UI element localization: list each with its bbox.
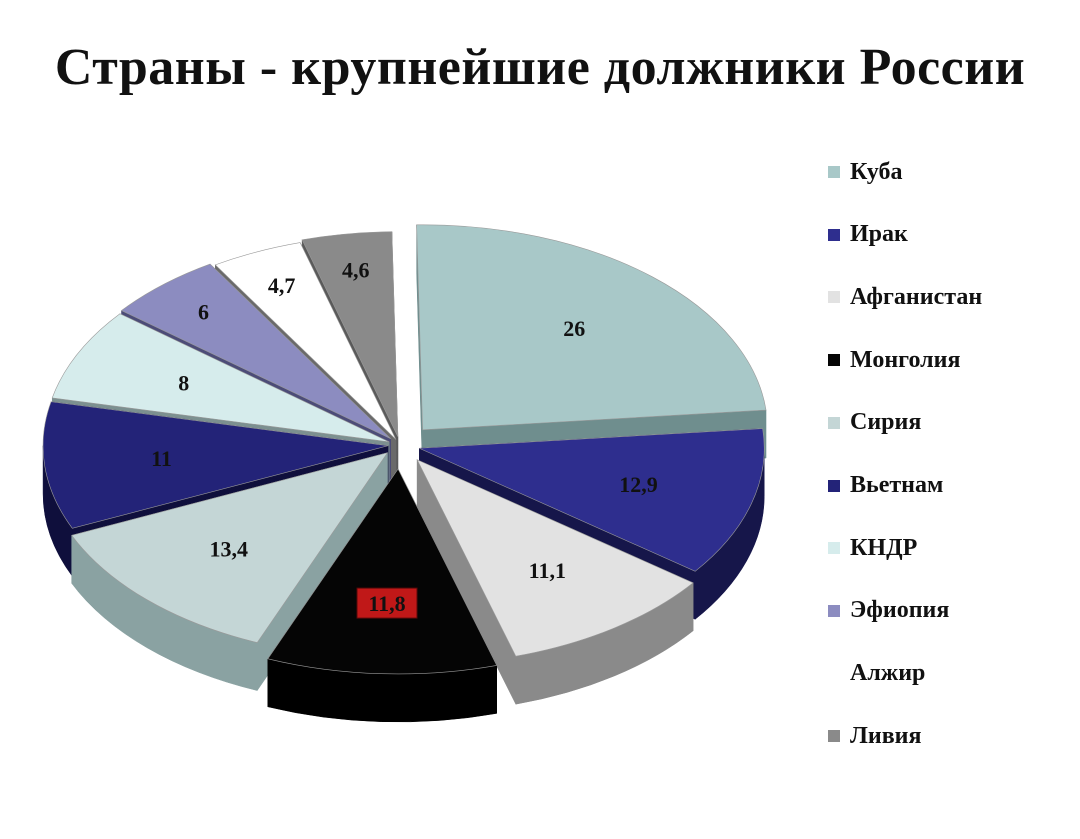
slice-top-face (214, 242, 397, 440)
slice-value-label: 4,6 (342, 257, 370, 282)
legend-label: КНДР (850, 534, 918, 561)
legend-swatch (828, 354, 840, 367)
legend-swatch (828, 479, 840, 492)
slice-value-label: 11,1 (529, 558, 566, 583)
pie-slice-4 (267, 468, 498, 723)
legend-label: Монголия (850, 346, 961, 373)
legend-swatch (828, 604, 840, 617)
legend-label: Алжир (850, 660, 926, 687)
slice-top-face (51, 313, 390, 443)
slice-value-label: 13,4 (209, 537, 248, 562)
legend-label: Сирия (850, 409, 922, 436)
legend-item: Эфиопия (828, 591, 949, 631)
slice-value-label: 6 (198, 300, 209, 325)
legend-swatch (828, 667, 840, 680)
legend-swatch (828, 166, 840, 178)
legend-label: Эфиопия (850, 597, 950, 624)
chart-title: Страны - крупнейшие должники России (54, 39, 1026, 96)
legend-item: Вьетнам (828, 466, 943, 506)
legend-item: Сирия (828, 403, 921, 443)
slice-top-face (416, 224, 767, 431)
slice-value-label: 12,9 (619, 472, 658, 497)
slice-top-face (120, 263, 391, 439)
slice-top-face (419, 428, 765, 572)
legend-label: Вьетнам (850, 472, 944, 498)
slice-top-face (416, 459, 694, 657)
slice-value-label: 11,8 (368, 591, 405, 616)
legend-swatch (828, 542, 840, 555)
legend-item: Монголия (828, 340, 960, 380)
legend-item: Ливия (828, 716, 921, 756)
legend-swatch (828, 291, 840, 304)
slice-top-face (42, 401, 389, 529)
legend-label: Куба (850, 158, 903, 185)
slice-value-label: 4,7 (268, 273, 296, 298)
pie-slice-3 (416, 459, 694, 705)
legend-item: Афганистан (828, 277, 982, 317)
legend-label: Ливия (850, 722, 922, 749)
legend-label: Афганистан (850, 283, 983, 310)
legend-item: КНДР (828, 528, 917, 568)
legend-label: Ирак (850, 221, 908, 248)
slice-top-face (71, 452, 389, 643)
legend-swatch (828, 228, 840, 241)
legend-item: Ирак (828, 215, 908, 255)
slice-top-face (301, 231, 399, 437)
slice-value-label: 26 (563, 316, 585, 341)
slice-value-label: 8 (178, 371, 189, 396)
slice-label-background (356, 587, 418, 619)
slice-top-face (267, 468, 498, 675)
legend-item: Алжир (828, 654, 925, 694)
legend-item: Куба (828, 152, 903, 192)
slice-value-label: 11 (151, 446, 172, 471)
legend-swatch (828, 416, 840, 429)
legend-swatch (828, 730, 840, 743)
